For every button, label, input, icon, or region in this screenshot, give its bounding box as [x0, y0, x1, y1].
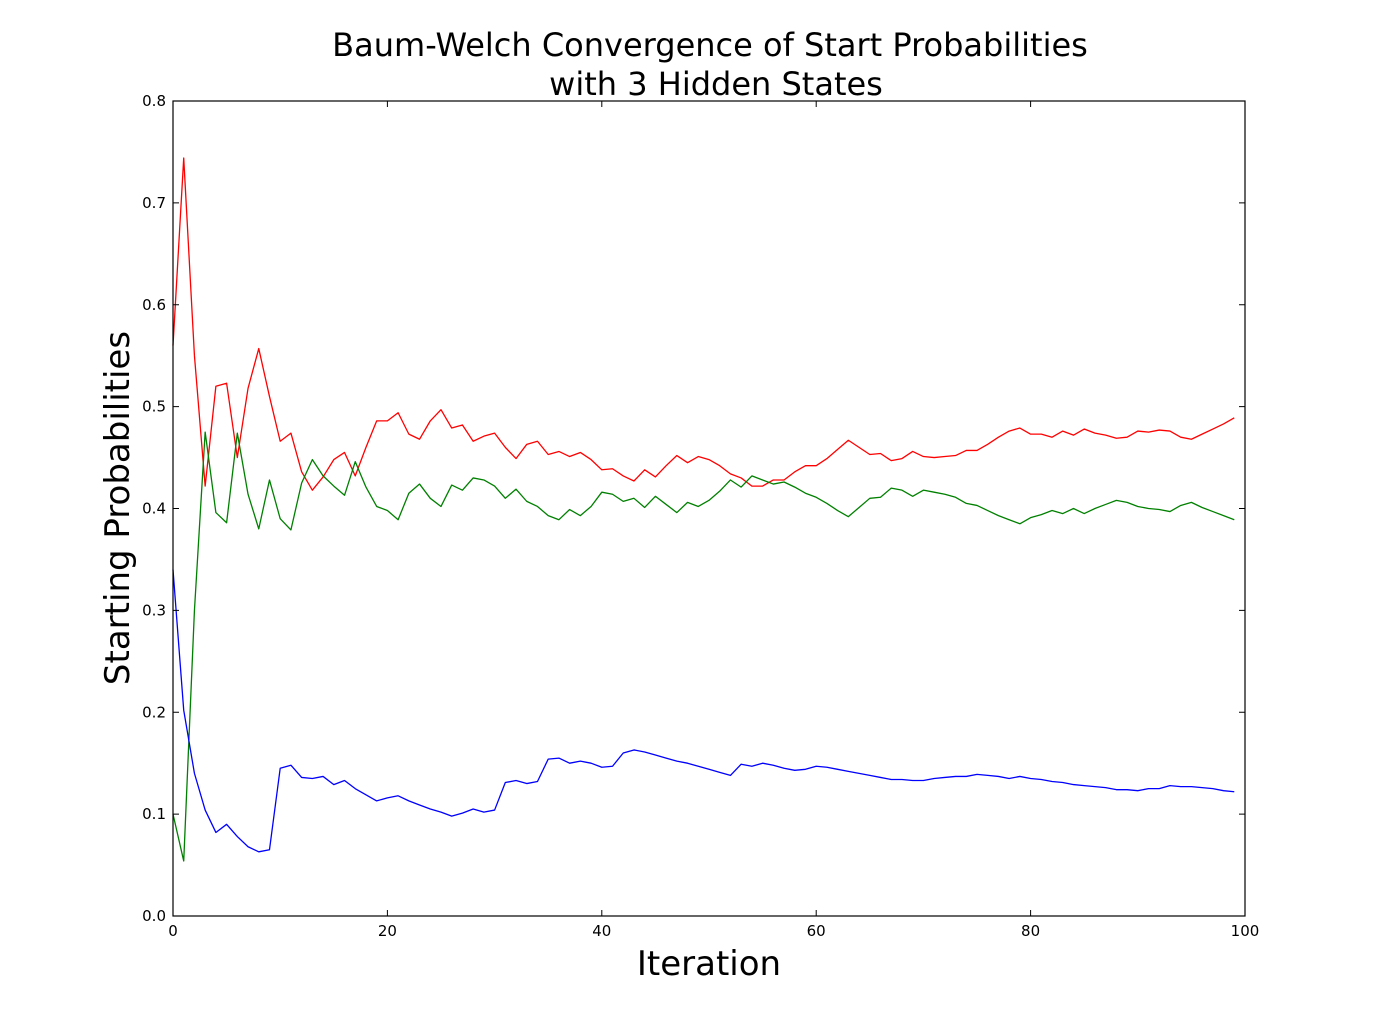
- series-line-2: [172, 431, 1235, 862]
- y-tick-label: 0.2: [142, 703, 166, 721]
- tick-layer: 0 20 40 60 80 100 0.0 0.1 0.2 0.3 0.4 0.5 0.6 0.7 0.8: [142, 92, 1259, 940]
- y-tick-label: 0.3: [142, 601, 166, 619]
- y-tick-label: 0.6: [142, 296, 166, 314]
- x-tick-label: 100: [1231, 922, 1260, 940]
- chart-title: Baum-Welch Convergence of Start Probabil…: [332, 26, 1088, 64]
- x-tick-label: 80: [1021, 922, 1040, 940]
- series-layer: [172, 157, 1235, 862]
- chart-subtitle: with 3 Hidden States: [549, 65, 883, 103]
- plot-frame: [172, 100, 1246, 917]
- y-tick-label: 0.7: [142, 194, 166, 212]
- x-tick-label: 0: [168, 922, 178, 940]
- y-tick-label: 0.4: [142, 500, 166, 518]
- x-tick-label: 40: [592, 922, 611, 940]
- x-axis-label: Iteration: [637, 944, 781, 984]
- x-tick-label: 20: [378, 922, 397, 940]
- x-tick-label: 60: [807, 922, 826, 940]
- y-tick-label: 0.5: [142, 398, 166, 416]
- y-tick-label: 0.0: [142, 907, 166, 925]
- series-line-1: [172, 157, 1235, 491]
- y-axis-label: Starting Probabilities: [98, 331, 138, 685]
- y-tick-label: 0.8: [142, 92, 166, 110]
- y-tick-label: 0.1: [142, 805, 166, 823]
- series-line-3: [172, 569, 1235, 853]
